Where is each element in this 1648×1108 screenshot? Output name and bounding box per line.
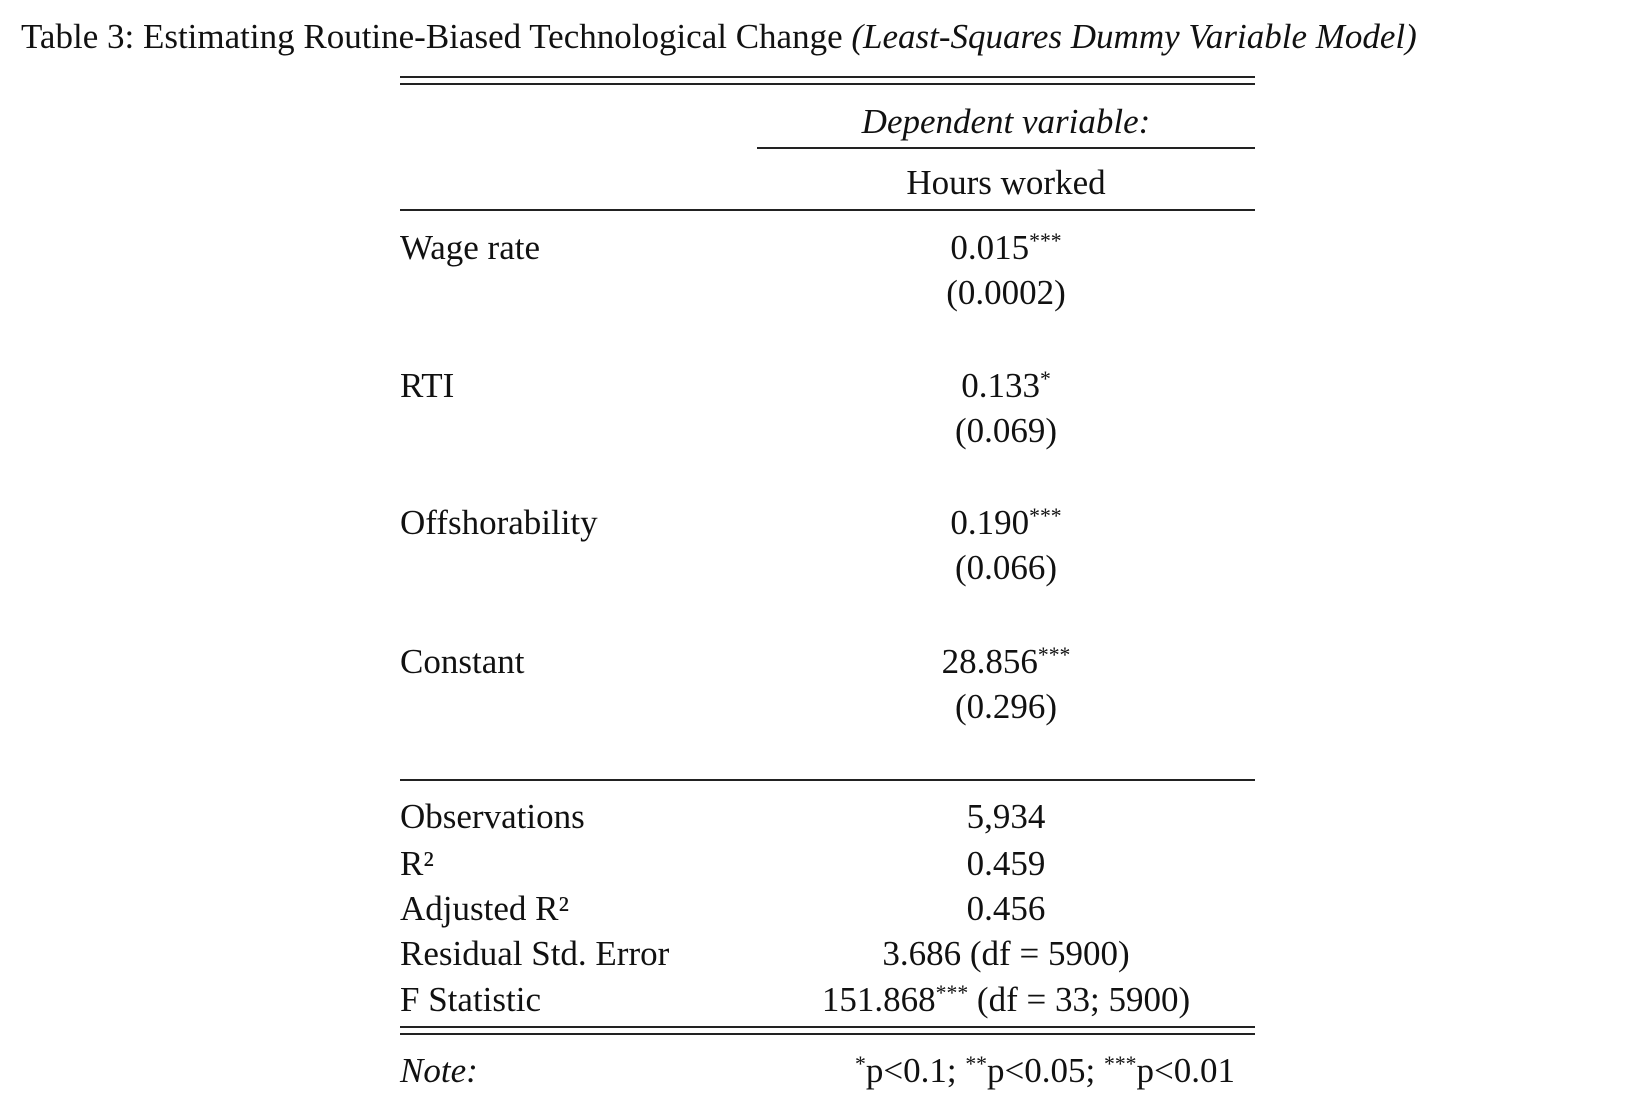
stat-value: 3.686 (df = 5900) [757,934,1255,974]
note-label-text: Note: [400,1051,478,1090]
stars: * [1039,367,1051,392]
stars: *** [1037,643,1071,668]
stat-name: Observations [400,797,585,836]
coef-se: (0.0002) [946,273,1066,312]
rule [400,1033,1255,1035]
coef-name: Offshorability [400,503,598,542]
note-text: p<0.05; [987,1051,1096,1090]
estimate: 0.190 [950,503,1030,542]
rule [400,209,1255,211]
stat-name: F Statistic [400,980,541,1019]
caption-label: Table 3: Estimating Routine-Biased Techn… [21,17,843,56]
value: 3.686 (df = 5900) [882,934,1130,973]
value: 5,934 [966,797,1046,836]
stat-name: Residual Std. Error [400,934,670,973]
stat-value: 5,934 [757,797,1255,837]
dependent-label: Dependent variable: [757,102,1255,142]
stat-name: R² [400,844,434,883]
dependent-name: Hours worked [906,163,1106,202]
coef-name: Wage rate [400,228,540,267]
value: 0.459 [966,844,1046,883]
note-stars: *** [1103,1052,1137,1077]
coef-estimate: 28.856*** [757,642,1255,686]
rule [400,779,1255,781]
estimate: 28.856 [941,642,1038,681]
rule [400,76,1255,78]
coef-se: (0.069) [954,411,1058,450]
coef-se: (0.066) [954,548,1058,587]
stars: *** [1029,229,1062,254]
note-text: p<0.1; [865,1051,957,1090]
coef-name: RTI [400,366,455,405]
stat-value: 151.868*** (df = 33; 5900) [757,980,1255,1024]
note-text: p<0.01 [1136,1051,1236,1090]
stat-value: 0.456 [757,889,1255,929]
stars: *** [1029,504,1062,529]
dependent-label-text: Dependent variable: [861,102,1151,141]
note-levels: *p<0.1; **p<0.05; ***p<0.01 [855,1051,1235,1095]
value: 0.456 [966,889,1046,928]
coef-name: Constant [400,642,525,681]
caption-model: (Least-Squares Dummy Variable Model) [851,17,1417,56]
stat-value: 0.459 [757,844,1255,884]
table-caption: Table 3: Estimating Routine-Biased Techn… [21,17,1417,57]
coef-se: (0.296) [954,687,1058,726]
stat-name: Adjusted R² [400,889,569,928]
coef-estimate: 0.190*** [757,503,1255,547]
estimate: 0.015 [950,228,1030,267]
rule [757,147,1255,149]
note-stars: ** [965,1052,987,1077]
value: 151.868 [821,980,936,1019]
rule [400,1026,1255,1028]
note-label: Note: [400,1051,478,1091]
rule [400,83,1255,85]
stars: *** [935,981,969,1006]
coef-estimate: 0.133* [757,366,1255,410]
coef-estimate: 0.015*** [757,228,1255,272]
note-stars: * [855,1052,866,1077]
detail: (df = 33; 5900) [976,980,1191,1019]
estimate: 0.133 [961,366,1040,405]
